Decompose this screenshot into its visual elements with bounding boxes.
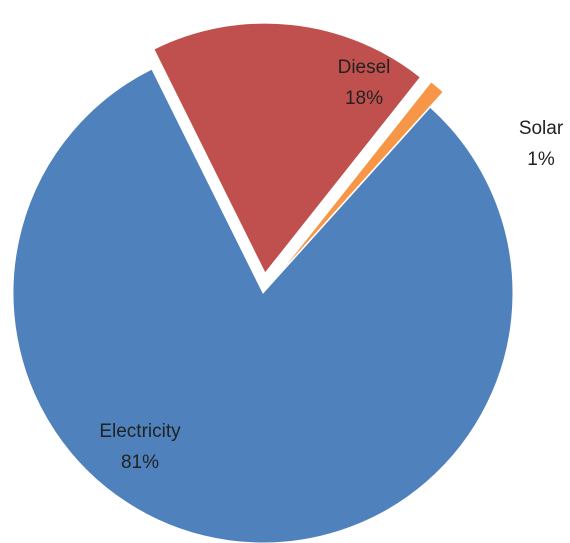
pie-label-name: Diesel (338, 57, 391, 78)
pie-label-value: 18% (345, 88, 383, 109)
pie-label-value: 1% (527, 149, 555, 170)
pie-label-name: Electricity (99, 421, 181, 442)
pie-slice-diesel (153, 22, 422, 275)
pie-label-value: 81% (121, 452, 159, 473)
pie-labels: Electricity 81% Diesel 18% Solar 1% (99, 57, 563, 473)
pie-label-electricity: Electricity 81% (99, 421, 181, 473)
pie-label-solar: Solar 1% (519, 118, 564, 170)
pie-slices (12, 22, 514, 543)
pie-label-diesel: Diesel 18% (338, 57, 391, 109)
pie-label-name: Solar (519, 118, 564, 139)
pie-slice-solar (275, 81, 444, 279)
pie-slice-electricity (12, 68, 514, 543)
